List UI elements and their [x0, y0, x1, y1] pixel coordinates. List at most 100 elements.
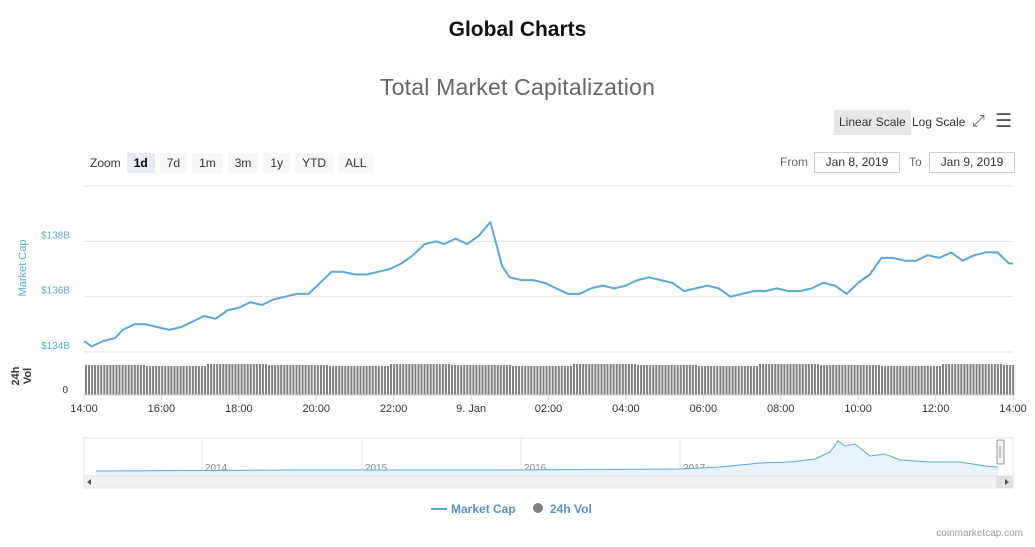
volume-bar	[127, 365, 130, 395]
volume-bar	[377, 366, 380, 395]
x-tick-label: 14:00	[70, 403, 98, 415]
volume-bar	[566, 366, 569, 395]
zoom-1y-button[interactable]: 1y	[263, 152, 291, 173]
volume-bar	[167, 366, 170, 395]
volume-bar	[676, 365, 679, 395]
x-tick-label: 16:00	[148, 403, 176, 415]
volume-bar	[429, 364, 432, 395]
volume-bar	[725, 366, 728, 395]
volume-bar	[713, 366, 716, 395]
volume-bar	[853, 365, 856, 395]
volume-bar	[545, 366, 548, 395]
volume-bar	[707, 366, 710, 395]
volume-bar	[548, 366, 551, 395]
y-axis-title: Market Cap	[17, 240, 29, 297]
volume-bar	[618, 364, 621, 395]
volume-bar	[679, 365, 682, 395]
volume-bar	[103, 365, 106, 395]
volume-bar	[975, 364, 978, 395]
volume-bar	[350, 366, 353, 395]
zoom-1m-button[interactable]: 1m	[192, 152, 223, 173]
volume-bar	[570, 366, 572, 395]
volume-bar	[258, 364, 261, 395]
from-label: From	[780, 155, 808, 169]
navigator-area	[96, 441, 998, 476]
volume-bar	[493, 365, 496, 395]
volume-bar	[301, 365, 304, 395]
volume-bar	[435, 364, 438, 395]
volume-bar	[582, 364, 585, 395]
volume-bar	[219, 364, 222, 395]
volume-bar	[518, 366, 521, 395]
volume-bar	[322, 365, 325, 395]
volume-bar	[365, 366, 368, 395]
volume-bar	[383, 366, 386, 395]
volume-bar	[865, 365, 868, 395]
volume-bar	[914, 366, 917, 395]
volume-bar	[752, 366, 755, 395]
to-date-input[interactable]: Jan 9, 2019	[929, 152, 1015, 173]
volume-bar	[319, 365, 322, 395]
volume-bar	[612, 364, 615, 395]
zoom-1d-button[interactable]: 1d	[126, 152, 155, 173]
volume-bar	[496, 365, 499, 395]
volume-bar	[771, 364, 774, 395]
volume-bar	[188, 366, 191, 395]
volume-bar	[701, 366, 704, 395]
volume-bar	[210, 364, 213, 395]
volume-bar	[835, 365, 838, 395]
volume-bar	[243, 364, 246, 395]
x-tick-label: 18:00	[225, 403, 253, 415]
volume-bar	[810, 364, 813, 395]
expand-icon[interactable]: ⤢	[972, 113, 985, 130]
linear-scale-button[interactable]: Linear Scale	[834, 110, 911, 135]
volume-bar	[597, 364, 600, 395]
volume-bar	[817, 364, 819, 395]
volume-bar	[393, 364, 396, 395]
volume-bar	[143, 365, 145, 395]
volume-bar	[585, 364, 588, 395]
x-tick-label: 06:00	[690, 403, 718, 415]
volume-bar	[423, 364, 426, 395]
volume-bar	[444, 364, 447, 395]
volume-bar	[362, 366, 365, 395]
scroll-left-icon	[87, 479, 91, 485]
from-date-input[interactable]: Jan 8, 2019	[814, 152, 900, 173]
volume-bar	[847, 365, 850, 395]
volume-bar	[957, 364, 960, 395]
volume-bar	[588, 364, 591, 395]
volume-bar	[265, 364, 267, 395]
volume-bar	[97, 365, 100, 395]
volume-bar	[133, 365, 136, 395]
volume-bar	[896, 366, 899, 395]
volume-bar	[682, 365, 685, 395]
volume-bar	[951, 364, 954, 395]
volume-bar	[820, 365, 822, 395]
zoom-all-button[interactable]: ALL	[338, 152, 374, 173]
volume-bar	[371, 366, 374, 395]
credit-link[interactable]: coinmarketcap.com	[936, 528, 1023, 539]
volume-bar	[451, 365, 453, 395]
volume-bar	[316, 365, 319, 395]
volume-bar	[704, 366, 707, 395]
zoom-7d-button[interactable]: 7d	[159, 152, 188, 173]
volume-bar	[130, 365, 133, 395]
volume-bar	[594, 364, 597, 395]
volume-bar	[426, 364, 429, 395]
volume-bar	[158, 366, 161, 395]
navigator-line	[95, 440, 999, 472]
volume-bar	[136, 365, 139, 395]
zoom-label: Zoom	[90, 155, 121, 170]
volume-bar	[630, 364, 633, 395]
zoom-3m-button[interactable]: 3m	[227, 152, 259, 173]
to-label: To	[909, 155, 922, 169]
volume-bar	[347, 366, 350, 395]
zoom-ytd-button[interactable]: YTD	[295, 152, 334, 173]
log-scale-button[interactable]: Log Scale	[912, 115, 966, 129]
hamburger-menu-icon[interactable]: ☰	[995, 111, 1013, 132]
volume-bar	[780, 364, 783, 395]
volume-bar	[161, 366, 164, 395]
volume-bar	[499, 365, 502, 395]
volume-bar	[801, 364, 804, 395]
